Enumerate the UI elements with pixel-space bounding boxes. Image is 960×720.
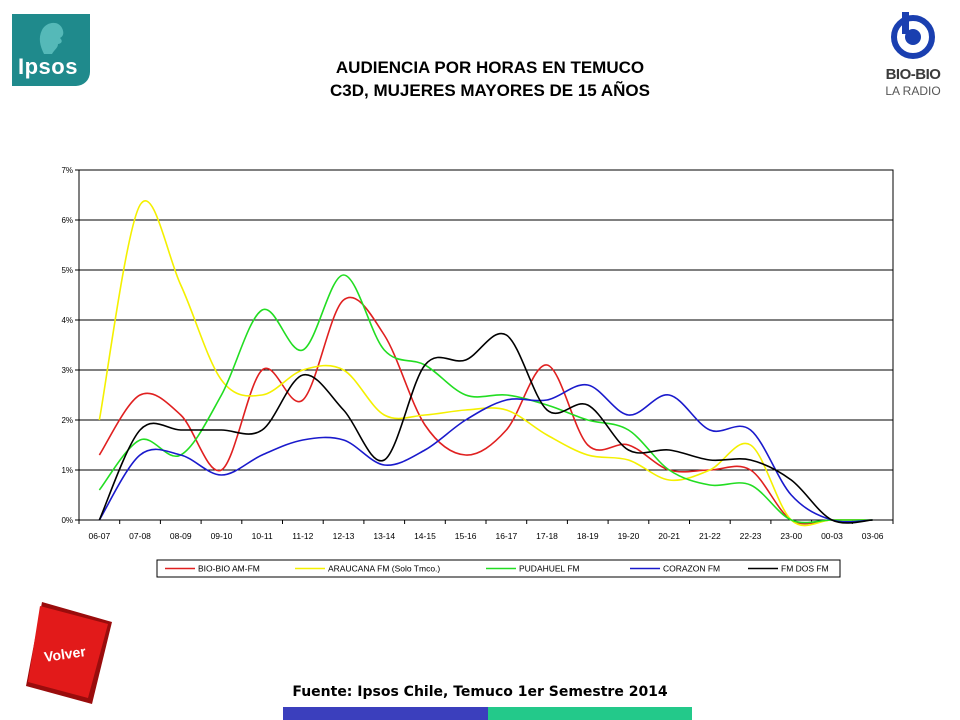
x-tick-label: 12-13 (333, 531, 355, 541)
volver-shape-icon (26, 602, 112, 704)
series-line-2 (98, 274, 873, 524)
chart-title: AUDIENCIA POR HORAS EN TEMUCO C3D, MUJER… (240, 56, 740, 102)
y-tick-label: 6% (61, 216, 73, 225)
y-tick-label: 7% (61, 166, 73, 175)
biobio-logo-sub: LA RADIO (885, 84, 941, 98)
biobio-logo-name: BIO-BIO (885, 66, 941, 83)
x-tick-label: 00-03 (821, 531, 843, 541)
y-tick-label: 1% (61, 466, 73, 475)
title-line-2: C3D, MUJERES MAYORES DE 15 AÑOS (330, 81, 650, 100)
legend-label-3: CORAZON FM (663, 564, 720, 574)
x-tick-label: 06-07 (88, 531, 110, 541)
series-line-0 (98, 296, 873, 525)
ipsos-logo: Ipsos (12, 14, 90, 86)
x-tick-label: 16-17 (495, 531, 517, 541)
legend-label-4: FM DOS FM (781, 564, 829, 574)
x-tick-label: 10-11 (252, 531, 273, 541)
volver-button[interactable]: Volver (22, 600, 114, 704)
footer-bar-green (488, 707, 692, 720)
x-tick-label: 19-20 (618, 531, 640, 541)
x-tick-label: 15-16 (455, 531, 477, 541)
x-tick-label: 23-00 (780, 531, 802, 541)
chart-svg: 0% 1% 2% 3% 4% 5% 6% 7% 06-07 07-08 08-09 09-10 10-1… (61, 166, 894, 578)
title-line-1: AUDIENCIA POR HORAS EN TEMUCO (335, 58, 645, 77)
biobio-logo: BIO-BIO LA RADIO (880, 10, 946, 106)
legend-label-2: PUDAHUEL FM (519, 564, 580, 574)
x-tick-label: 14-15 (414, 531, 436, 541)
y-tick-label: 5% (61, 266, 73, 275)
x-tick-label: 18-19 (577, 531, 599, 541)
x-tick-label: 09-10 (211, 531, 233, 541)
x-tick-label: 03-06 (862, 531, 884, 541)
footer-bar-blue (283, 707, 488, 720)
y-tick-label: 4% (61, 316, 73, 325)
x-tick-label: 13-14 (373, 531, 395, 541)
x-tick-label: 21-22 (699, 531, 721, 541)
x-tick-label: 07-08 (129, 531, 151, 541)
series-line-3 (98, 384, 873, 523)
x-tick-label: 08-09 (170, 531, 192, 541)
x-tick-label: 22-23 (740, 531, 762, 541)
legend-label-0: BIO-BIO AM-FM (198, 564, 260, 574)
x-tick-label: 11-12 (292, 531, 313, 541)
legend-label-1: ARAUCANA FM (Solo Tmco.) (328, 564, 440, 574)
audience-chart: 0% 1% 2% 3% 4% 5% 6% 7% 06-07 07-08 08-09 09-10 10-1… (20, 150, 910, 590)
biobio-mark-icon (891, 12, 935, 59)
y-tick-label: 2% (61, 416, 73, 425)
series-line-4 (98, 332, 873, 524)
ipsos-head-icon (39, 22, 64, 54)
x-tick-label: 17-18 (536, 531, 558, 541)
y-tick-label: 0% (61, 516, 73, 525)
series-line-1 (98, 200, 873, 527)
y-tick-label: 3% (61, 366, 73, 375)
ipsos-logo-text: Ipsos (18, 54, 78, 79)
source-note: Fuente: Ipsos Chile, Temuco 1er Semestre… (292, 684, 668, 700)
x-tick-label: 20-21 (658, 531, 680, 541)
